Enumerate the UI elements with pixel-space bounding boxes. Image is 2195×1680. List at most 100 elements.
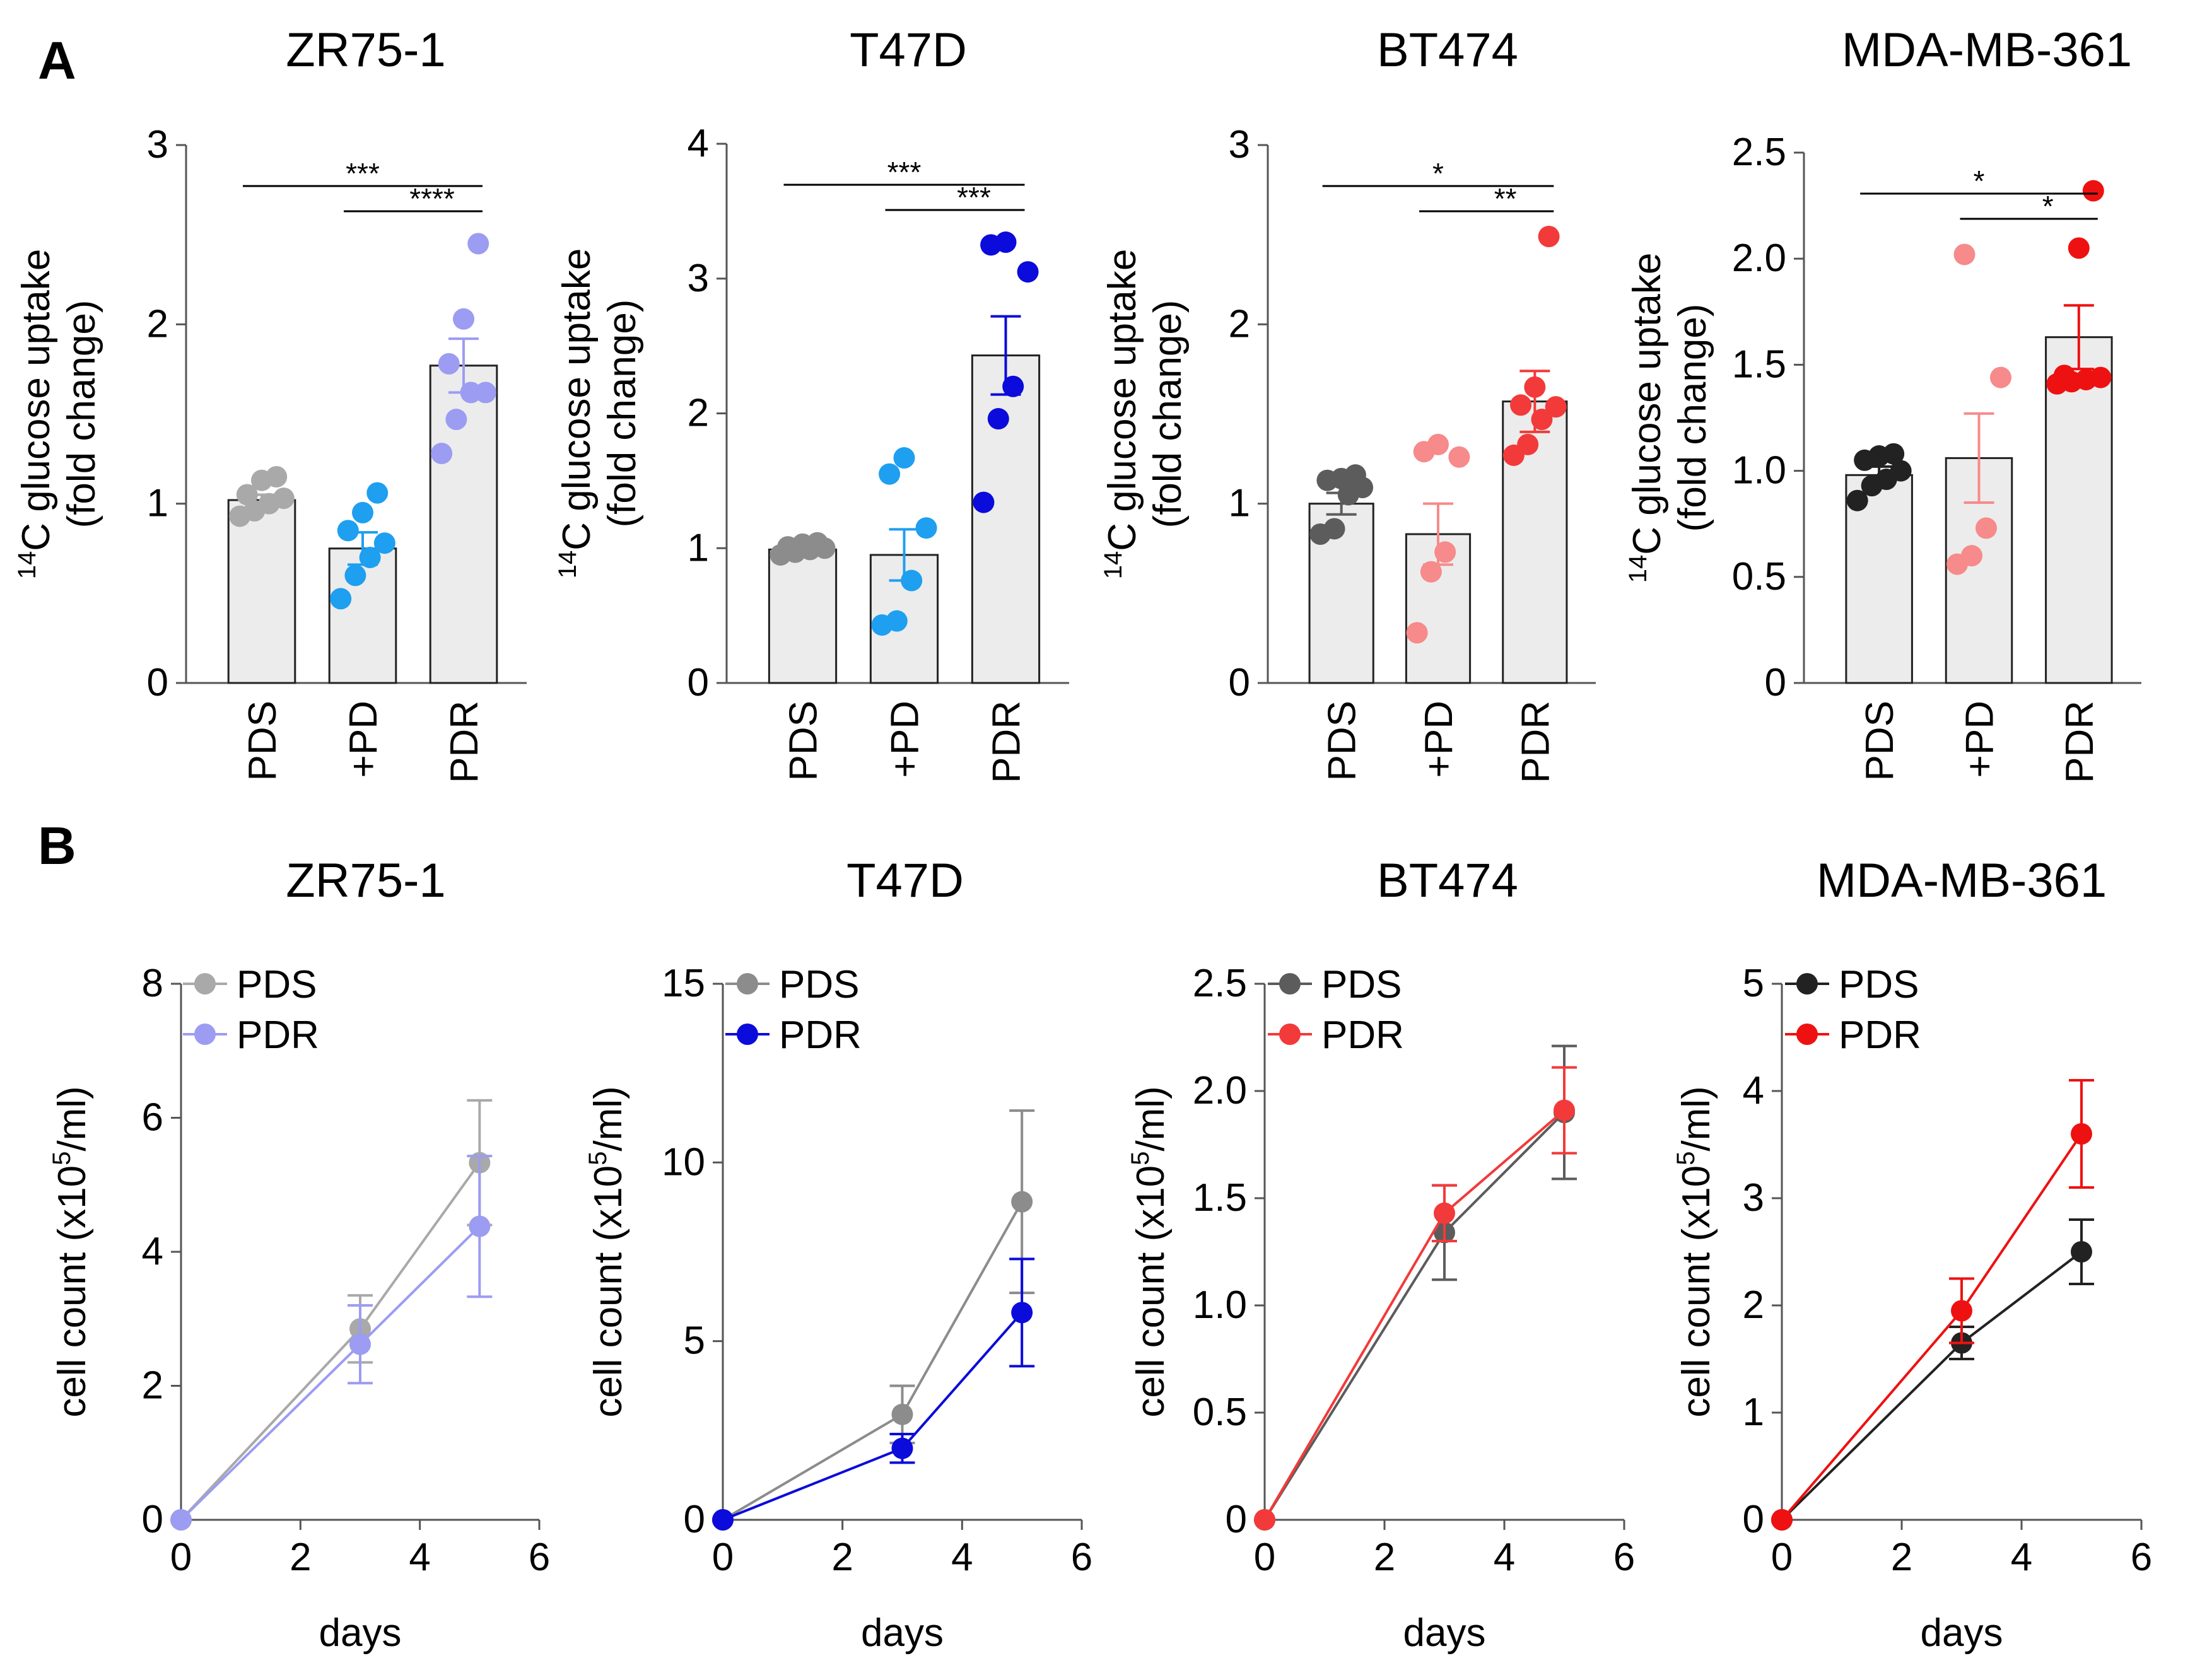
significance-label: *** (887, 156, 922, 189)
data-point (1344, 464, 1366, 486)
legend-marker (737, 1024, 758, 1045)
legend-label: PDR (779, 1013, 862, 1057)
y-axis-title-superscript: 14 (1624, 555, 1652, 583)
x-tick-label: 4 (409, 1536, 430, 1579)
y-axis-title-main: C glucose uptake (1625, 253, 1669, 555)
data-point (469, 1215, 491, 1237)
data-point (2071, 1241, 2092, 1263)
data-point (352, 501, 373, 523)
data-point (431, 443, 453, 465)
y-axis-title-pre: cell count (x10 (1129, 1165, 1173, 1418)
y-tick-label: 3 (147, 123, 168, 166)
y-tick-label: 0 (1226, 1498, 1247, 1541)
y-tick-label: 6 (142, 1096, 163, 1140)
y-tick-label: 1 (1743, 1391, 1764, 1434)
data-point (1448, 446, 1470, 468)
data-point (453, 308, 474, 330)
y-axis-title-pre: cell count (x10 (1675, 1165, 1718, 1418)
category-label: PDR (1514, 701, 1557, 783)
significance-label: * (1432, 157, 1444, 190)
y-tick-label: 1 (1229, 482, 1250, 525)
y-tick-label: 1 (147, 482, 168, 525)
y-axis-title-pre: cell count (x10 (50, 1165, 94, 1418)
y-axis-title-main: C glucose uptake (15, 249, 58, 551)
y-tick-label: 10 (662, 1140, 705, 1184)
x-tick-label: 2 (290, 1536, 311, 1579)
y-axis-title-superscript: 5 (48, 1152, 76, 1165)
x-tick-label: 0 (170, 1536, 192, 1579)
y-axis-title-superscript: 5 (1127, 1152, 1154, 1165)
y-tick-label: 0 (684, 1498, 705, 1541)
data-point (373, 532, 395, 554)
data-point (806, 532, 828, 554)
y-axis-title-superscript: 14 (554, 551, 582, 579)
panel-letter-b: B (38, 816, 76, 875)
data-point (1017, 261, 1039, 283)
x-tick-label: 4 (951, 1536, 973, 1579)
y-tick-label: 3 (688, 257, 709, 300)
x-tick-label: 0 (712, 1536, 734, 1579)
chart-title: BT474 (1377, 23, 1518, 77)
y-tick-label: 15 (662, 962, 705, 1005)
legend-label: PDS (237, 963, 317, 1006)
data-point (366, 482, 389, 504)
y-tick-label: 5 (1743, 962, 1764, 1005)
y-tick-label: 0 (688, 661, 709, 704)
data-point (170, 1509, 192, 1531)
data-point (1890, 460, 1912, 482)
data-point (1951, 1300, 1972, 1322)
chart-title: ZR75-1 (286, 23, 445, 77)
data-point (344, 564, 366, 586)
data-point (474, 382, 496, 404)
legend-label: PDS (779, 963, 859, 1006)
y-tick-label: 2.0 (1732, 236, 1786, 280)
y-axis-subtitle: (fold change) (60, 300, 103, 528)
data-point (1961, 545, 1983, 567)
significance-label: * (1974, 165, 1985, 197)
chart-6: BT474 0 0.5 1.0 1.5 2.0 2.5 0 2 4 6 days cell count … (1127, 854, 1635, 1655)
data-point (879, 463, 901, 485)
category-label: +PD (1417, 701, 1461, 778)
y-tick-label: 0 (147, 661, 168, 704)
bar (971, 354, 1041, 684)
x-tick-label: 6 (2131, 1536, 2152, 1579)
y-axis-title: cell count (x105/ml) (1672, 1086, 1718, 1417)
data-point (1883, 443, 1905, 465)
legend-marker (737, 973, 758, 995)
data-point (1953, 243, 1976, 265)
series-line (1781, 1133, 2083, 1521)
bar (227, 499, 296, 684)
y-tick-label: 1.5 (1193, 1176, 1247, 1220)
y-axis-title-main: C glucose uptake (555, 248, 599, 551)
y-tick-label: 0.5 (1732, 555, 1786, 598)
y-tick-label: 4 (1743, 1069, 1764, 1112)
significance-label: **** (409, 182, 455, 215)
data-point (1434, 1202, 1455, 1224)
y-tick-label: 1.5 (1732, 342, 1786, 386)
data-point (467, 233, 489, 255)
data-point (1406, 622, 1428, 644)
y-tick-label: 1 (688, 526, 709, 569)
legend-marker (194, 973, 216, 995)
data-point (995, 231, 1017, 254)
category-label: PDR (443, 701, 486, 783)
data-point (1002, 375, 1024, 397)
y-tick-label: 0 (142, 1498, 163, 1541)
legend-label: PDS (1839, 963, 1919, 1006)
series-line (1781, 1251, 2083, 1521)
y-axis-subtitle: (fold change) (1146, 300, 1190, 528)
chart-title: BT474 (1377, 854, 1518, 907)
x-tick-label: 0 (1254, 1536, 1275, 1579)
y-axis-subtitle: (fold change) (1671, 304, 1714, 532)
data-point (2082, 180, 2104, 202)
legend-label: PDS (1321, 963, 1402, 1006)
y-axis-title: cell count (x105/ml) (48, 1086, 94, 1417)
y-tick-label: 4 (142, 1230, 163, 1273)
data-point (1517, 433, 1539, 455)
x-tick-label: 2 (831, 1536, 853, 1579)
y-axis-title-superscript: 5 (1672, 1152, 1700, 1165)
y-tick-label: 2 (142, 1364, 163, 1408)
